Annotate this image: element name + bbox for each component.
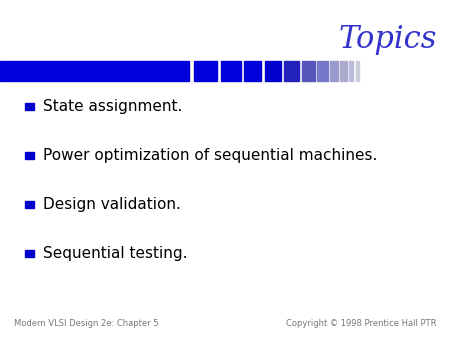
Text: Modern VLSI Design 2e: Chapter 5: Modern VLSI Design 2e: Chapter 5 (14, 319, 158, 328)
Bar (25, 250, 34, 257)
Bar (194, 61, 217, 81)
Bar (317, 61, 328, 81)
Bar (284, 61, 299, 81)
Text: Copyright © 1998 Prentice Hall PTR: Copyright © 1998 Prentice Hall PTR (286, 319, 436, 328)
Text: Sequential testing.: Sequential testing. (43, 246, 187, 261)
Bar (330, 61, 338, 81)
Bar (25, 152, 34, 159)
Bar (302, 61, 315, 81)
Bar (221, 61, 241, 81)
Text: Topics: Topics (338, 24, 436, 55)
Bar (25, 103, 34, 110)
Bar (265, 61, 281, 81)
Text: State assignment.: State assignment. (43, 99, 182, 114)
Bar (0, 61, 189, 81)
Bar (25, 201, 34, 208)
Text: Design validation.: Design validation. (43, 197, 180, 212)
Text: Power optimization of sequential machines.: Power optimization of sequential machine… (43, 148, 377, 163)
Bar (356, 61, 359, 81)
Bar (244, 61, 261, 81)
Bar (340, 61, 346, 81)
Bar (349, 61, 353, 81)
